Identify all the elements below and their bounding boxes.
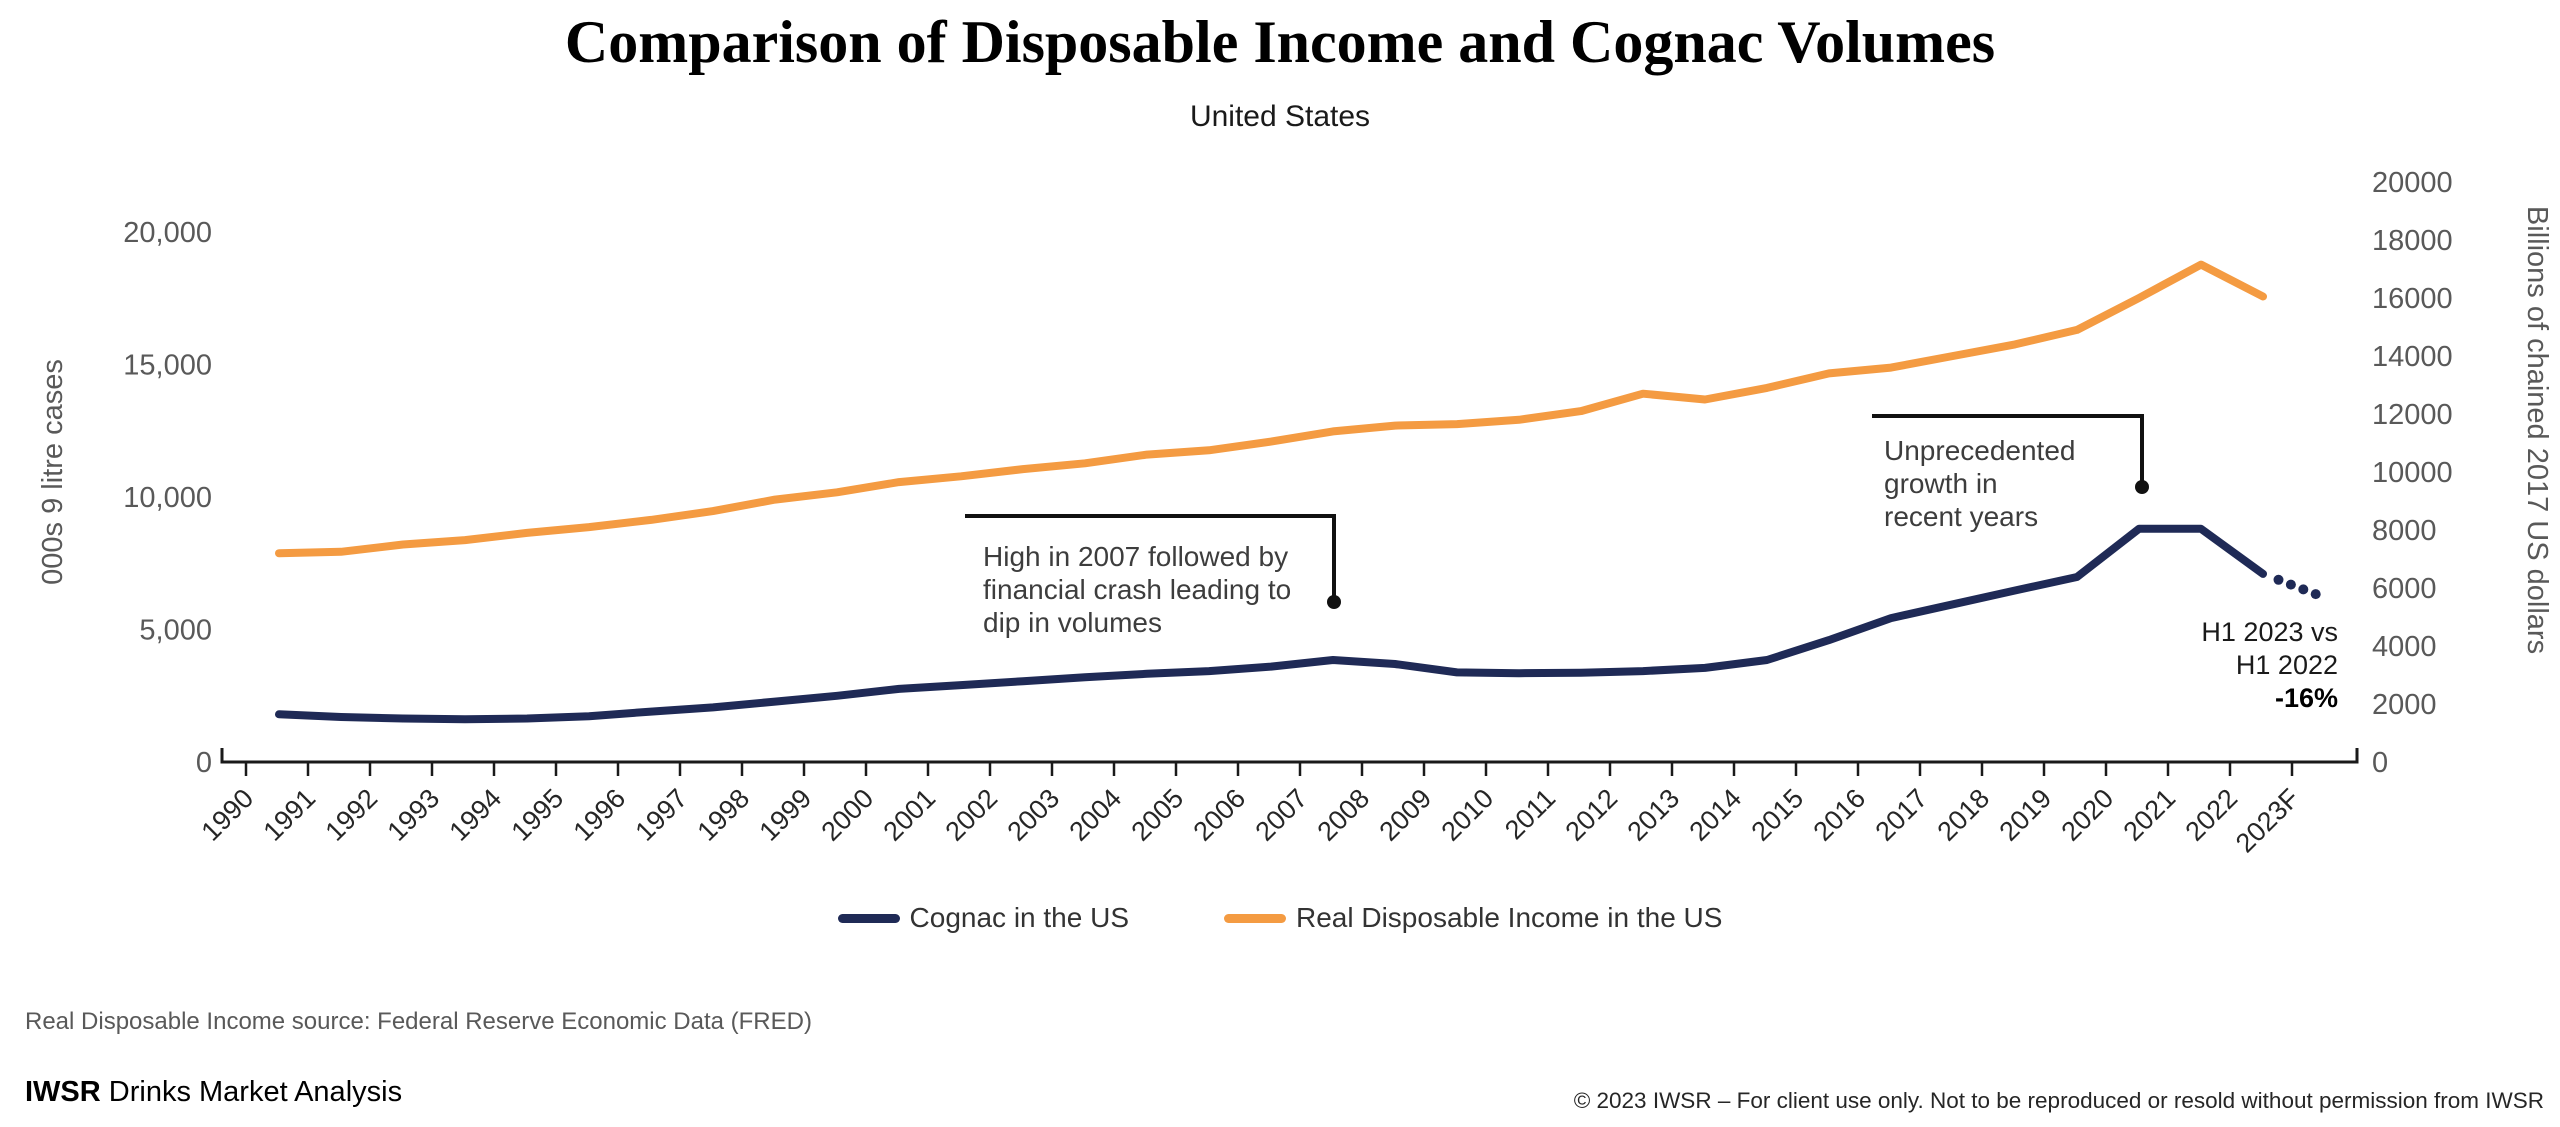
right-tick-label-12000: 12000 [2372,399,2453,431]
x-tick-label-2001: 2001 [878,783,942,847]
right-tick-label-0: 0 [2372,747,2388,779]
x-tick-label-2011: 2011 [1499,783,1561,845]
annotation-high-2007: High in 2007 followed by financial crash… [983,540,1291,639]
x-tick-label-2014: 2014 [1684,783,1748,847]
annotation-value: -16% [2274,683,2338,713]
left-tick-label-15,000: 15,000 [123,350,212,382]
legend-swatch-cognac [837,913,900,923]
x-tick-label-1993: 1993 [382,783,446,847]
x-tick-label-2005: 2005 [1126,783,1190,847]
right-tick-label-16000: 16000 [2372,283,2453,315]
x-tick-label-1998: 1998 [692,783,756,847]
x-tick-label-1990: 1990 [196,783,260,847]
cognac-forecast-dot [2273,574,2284,585]
x-tick-label-1991: 1991 [258,783,322,847]
right-tick-label-8000: 8000 [2372,515,2437,547]
x-tick-label-1999: 1999 [754,783,818,847]
right-tick-label-20000: 20000 [2372,167,2453,199]
right-tick-label-10000: 10000 [2372,457,2453,489]
callout-growth-dot [2135,480,2149,494]
callout-2007-line [965,514,1336,598]
x-tick-label-1997: 1997 [630,783,694,847]
legend: Cognac in the US Real Disposable Income … [0,902,2560,934]
legend-item-income: Real Disposable Income in the US [1224,902,1722,934]
x-tick-label-2013: 2013 [1622,783,1686,847]
x-tick-label-1996: 1996 [568,783,632,847]
right-tick-label-18000: 18000 [2372,225,2453,257]
page-subtitle: United States [1189,100,1371,133]
x-tick-label-2021: 2021 [2118,783,2182,847]
x-tick-label-1994: 1994 [444,783,508,847]
x-tick-label-2020: 2020 [2056,783,2120,847]
annotation-recent-growth: Unprecedented growth in recent years [1884,434,2075,533]
legend-label-cognac: Cognac in the US [909,902,1129,933]
cognac-line [275,524,2267,724]
x-tick-label-2018: 2018 [1932,783,1996,847]
left-tick-label-10,000: 10,000 [123,482,212,514]
annotation-line: financial crash leading to [983,574,1292,605]
right-tick-label-2000: 2000 [2372,689,2437,721]
x-tick-label-2012: 2012 [1560,783,1624,847]
annotation-line: High in 2007 followed by [983,541,1289,572]
annotation-line: recent years [1884,501,2039,532]
brand-footer: IWSR Drinks Market Analysis [25,1076,402,1109]
x-tick-label-2010: 2010 [1436,783,1500,847]
annotation-line: H1 2022 [2235,650,2338,680]
income-line [275,260,2267,558]
x-tick-label-1992: 1992 [320,783,384,847]
legend-item-cognac: Cognac in the US [837,902,1129,934]
right-tick-label-6000: 6000 [2372,573,2437,605]
right-tick-label-4000: 4000 [2372,631,2437,663]
x-tick-label-2015: 2015 [1746,783,1810,847]
annotation-line: dip in volumes [983,607,1162,638]
annotation-line: growth in [1884,468,1998,499]
cognac-forecast-dot [2310,589,2321,600]
x-tick-label-2006: 2006 [1188,783,1252,847]
left-tick-label-5,000: 5,000 [139,615,212,647]
x-tick-label-2007: 2007 [1250,783,1314,847]
brand-tagline: Drinks Market Analysis [100,1076,403,1108]
legend-swatch-income [1224,913,1286,923]
x-tick-label-2002: 2002 [940,783,1004,847]
right-axis-title: Billions of chained 2017 US dollars [2521,206,2553,654]
copyright-note: © 2023 IWSR – For client use only. Not t… [1573,1088,2544,1113]
cognac-forecast-dot [2298,584,2309,595]
x-tick-label-2003: 2003 [1002,783,1066,847]
callout-growth-line [1872,414,2144,483]
x-tick-label-2008: 2008 [1312,783,1376,847]
x-tick-label-2016: 2016 [1808,783,1872,847]
x-tick-label-2019: 2019 [1994,783,2058,847]
left-tick-label-0: 0 [196,747,212,779]
legend-label-income: Real Disposable Income in the US [1296,902,1723,933]
x-tick-label-2004: 2004 [1064,783,1128,847]
right-tick-label-14000: 14000 [2372,341,2453,373]
left-tick-label-20,000: 20,000 [123,217,212,249]
annotation-line: Unprecedented [1884,435,2076,466]
cognac-forecast-dot [2285,579,2296,590]
annotation-h1-comparison: H1 2023 vs H1 2022 -16% [2201,616,2338,715]
callout-2007-dot [1327,595,1341,609]
x-tick-label-2000: 2000 [816,783,880,847]
x-axis [220,748,2359,764]
x-tick-label-2023F: 2023F [2230,783,2305,858]
annotation-line: H1 2023 vs [2201,617,2338,647]
chart-canvas: 1990199119921993199419951996199719981999… [37,167,2553,858]
x-tick-label-2009: 2009 [1374,783,1438,847]
left-axis-title: 000s 9 litre cases [37,359,69,585]
x-tick-label-1995: 1995 [506,783,570,847]
x-tick-label-2017: 2017 [1870,783,1934,847]
brand-name: IWSR [25,1076,101,1108]
page-title: Comparison of Disposable Income and Cogn… [564,9,1996,75]
source-note: Real Disposable Income source: Federal R… [25,1008,812,1035]
